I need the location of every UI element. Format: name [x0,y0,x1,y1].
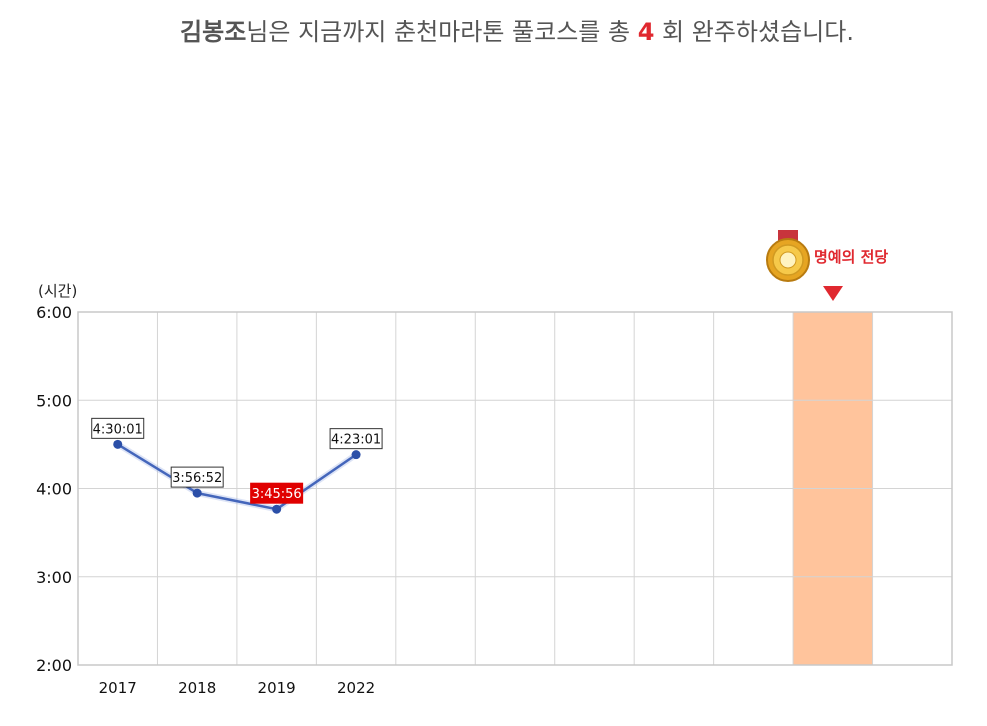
runner-name: 김봉조 [180,18,247,46]
x-tick-label: 2019 [258,679,296,697]
headline-text-1: 님은 지금까지 춘천마라톤 풀코스를 총 [246,18,638,46]
headline: 김봉조님은 지금까지 춘천마라톤 풀코스를 총 4 회 완주하셨습니다. [0,12,987,47]
best-time-label-box [250,482,304,504]
down-triangle-icon [823,286,843,301]
series-line [117,443,357,511]
best-time-label: 3:45:56 [252,487,302,502]
hall-of-fame-label[interactable]: 명예의 전당 [814,248,889,266]
x-tick-label: 2018 [178,679,216,697]
data-point [351,450,361,460]
plot-border [77,311,953,666]
data-point [192,488,202,498]
x-tick-label: 2017 [99,679,137,697]
hall-of-fame[interactable] [762,228,922,308]
data-label-box [170,466,224,488]
y-tick-label: 6:00 [36,303,72,322]
data-label-box [329,428,383,450]
data-label-box [91,417,145,439]
x-tick-label: 2022 [337,679,375,697]
data-label: 4:23:01 [331,433,381,448]
hall-of-fame-graphic [766,230,843,301]
y-tick-label: 4:00 [36,480,72,499]
y-tick-label: 5:00 [36,391,72,410]
data-label: 4:30:01 [93,422,143,437]
y-tick-label: 3:00 [36,568,72,587]
finish-count: 4 [637,18,655,46]
y-axis-unit-label: (시간) [38,282,78,300]
gold-medal-icon [766,238,810,282]
data-label: 3:56:52 [172,471,222,486]
data-point [113,439,123,449]
y-tick-label: 2:00 [36,656,72,675]
data-point [272,504,282,514]
headline-text-2: 회 완주하셨습니다. [654,18,854,46]
